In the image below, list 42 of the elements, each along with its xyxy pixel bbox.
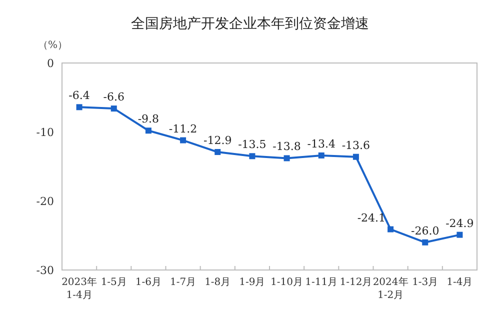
point [456, 232, 463, 238]
data-label: -13.6 [342, 138, 370, 152]
point [214, 149, 221, 156]
x-tick-label: 1-9月 [239, 277, 266, 288]
data-label: -24.9 [446, 216, 474, 230]
x-tick-label: 1-3月 [412, 277, 438, 288]
point [352, 154, 359, 160]
data-label: -6.4 [68, 89, 90, 102]
point [318, 152, 324, 158]
data-label: -24.1 [357, 211, 386, 224]
data-label: -6.6 [103, 90, 124, 104]
point [388, 226, 394, 232]
data-label: -11.2 [168, 122, 198, 136]
x-tick-label: 1-8月 [204, 277, 231, 288]
point [180, 137, 186, 144]
point [284, 155, 290, 162]
x-tick-label: 1-5月 [100, 277, 127, 288]
x-tick-label: 1-11月 [305, 277, 338, 288]
x-tick-label: 1-4月 [446, 277, 473, 288]
data-label: -13.8 [272, 140, 301, 154]
y-tick-label: -30 [36, 264, 54, 277]
y-tick-label: 0 [47, 57, 54, 70]
y-tick-label: -20 [36, 195, 54, 208]
data-label: -26.0 [411, 224, 440, 238]
point [422, 239, 428, 246]
x-tick-label: 1-10月 [270, 277, 304, 288]
data-label: -13.4 [307, 137, 336, 150]
point [249, 153, 256, 160]
y-axis-title: （%） [38, 40, 68, 51]
chart-title: 全国房地产开发企业本年到位资金增速 [131, 16, 369, 32]
x-tick-label: 2023年 1-4月 [62, 276, 98, 301]
data-label: -13.5 [238, 138, 266, 152]
x-tick-label: 1-12月 [340, 277, 372, 288]
point [76, 104, 82, 110]
data-label: -9.8 [138, 112, 160, 126]
y-tick-label: -10 [36, 126, 54, 139]
point [145, 128, 152, 134]
data-label: -12.9 [204, 134, 232, 148]
point [110, 106, 117, 112]
x-tick-label: 2024年 1-2月 [372, 276, 408, 301]
x-tick-label: 1-6月 [135, 277, 162, 288]
x-tick-label: 1-7月 [170, 277, 196, 288]
